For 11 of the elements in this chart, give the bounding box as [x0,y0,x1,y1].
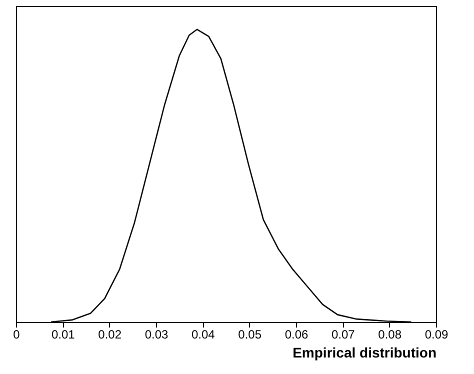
x-tick-label: 0.08 [378,328,402,342]
x-axis-title: Empirical distribution [292,344,436,360]
x-tick-label: 0.07 [331,328,356,342]
x-tick-label: 0.03 [144,328,168,342]
x-tick-label: 0.02 [98,328,122,342]
x-tick-label: 0.01 [51,328,76,342]
x-tick-label: 0.05 [238,328,262,342]
x-tick-label: 0.06 [284,328,308,342]
x-tick-label: 0 [13,328,20,342]
x-tick-label: 0.04 [191,328,216,342]
x-tick-label: 0.09 [424,328,448,342]
